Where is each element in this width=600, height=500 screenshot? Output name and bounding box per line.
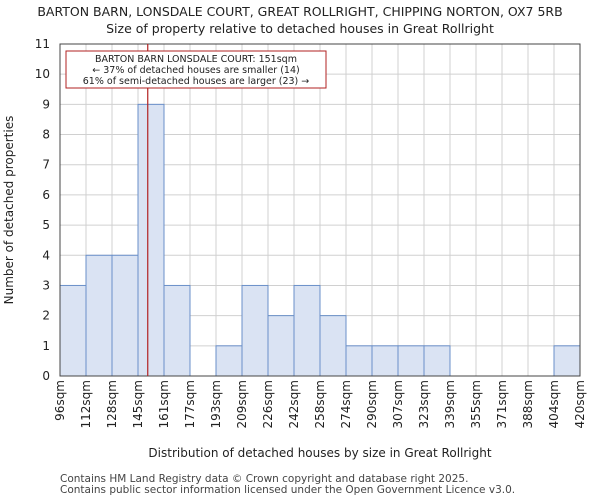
x-tick-label: 388sqm: [521, 380, 535, 428]
x-tick-label: 323sqm: [417, 380, 431, 428]
bar: [553, 345, 581, 377]
property-marker: BARTON BARN LONSDALE COURT: 151sqm← 37% …: [65, 44, 327, 376]
x-tick-label: 209sqm: [235, 380, 249, 428]
bars: [59, 103, 581, 377]
bar: [111, 254, 139, 377]
x-tick-label: 177sqm: [183, 380, 197, 428]
x-tick-label: 404sqm: [547, 380, 561, 428]
chart-subtitle: Size of property relative to detached ho…: [106, 21, 494, 36]
x-tick-label: 339sqm: [443, 380, 457, 428]
x-tick-label: 226sqm: [261, 380, 275, 428]
bar: [163, 284, 191, 377]
x-tick-label: 355sqm: [469, 380, 483, 428]
bar: [293, 284, 321, 377]
x-tick-label: 274sqm: [339, 380, 353, 428]
annotation-box: [65, 50, 327, 89]
y-tick-label: 6: [42, 188, 50, 202]
x-tick-label: 112sqm: [79, 380, 93, 428]
y-tick-label: 0: [42, 369, 50, 383]
x-tick-label: 242sqm: [287, 380, 301, 428]
x-tick-label: 193sqm: [209, 380, 223, 428]
x-tick-label: 161sqm: [157, 380, 171, 428]
y-tick-label: 2: [42, 309, 50, 323]
x-tick-label: 145sqm: [131, 380, 145, 428]
y-tick-label: 3: [42, 278, 50, 292]
y-tick-label: 11: [35, 37, 50, 51]
x-axis-label: Distribution of detached houses by size …: [148, 446, 491, 460]
y-tick-label: 10: [35, 67, 50, 81]
bar: [267, 315, 295, 377]
bar: [241, 284, 269, 377]
y-axis-label: Number of detached properties: [2, 116, 16, 305]
y-tick-label: 1: [42, 339, 50, 353]
x-tick-label: 420sqm: [573, 380, 587, 428]
y-tick-label: 7: [42, 158, 50, 172]
x-tick-label: 290sqm: [365, 380, 379, 428]
y-tick-label: 9: [42, 97, 50, 111]
bar: [85, 254, 113, 377]
x-tick-label: 371sqm: [495, 380, 509, 428]
bar: [345, 345, 373, 377]
y-tick-label: 4: [42, 248, 50, 262]
chart-title: BARTON BARN, LONSDALE COURT, GREAT ROLLR…: [37, 4, 563, 19]
bar: [319, 315, 347, 377]
x-tick-label: 128sqm: [105, 380, 119, 428]
plot-frame: [59, 43, 581, 377]
footer-line-2: Contains public sector information licen…: [60, 484, 516, 496]
y-tick-label: 5: [42, 218, 50, 232]
footer-line-1: Contains HM Land Registry data © Crown c…: [60, 473, 469, 485]
x-tick-label: 258sqm: [313, 380, 327, 428]
bar: [59, 284, 87, 377]
bar: [423, 345, 451, 377]
bar: [397, 345, 425, 377]
annotation-line: BARTON BARN LONSDALE COURT: 151sqm: [95, 54, 297, 65]
bar: [371, 345, 399, 377]
y-tick-label: 8: [42, 128, 50, 142]
annotation-line: 61% of semi-detached houses are larger (…: [83, 76, 310, 87]
x-tick-label: 307sqm: [391, 380, 405, 428]
bar: [215, 345, 243, 377]
x-tick-label: 96sqm: [53, 380, 67, 421]
annotation-line: ← 37% of detached houses are smaller (14…: [92, 65, 299, 76]
axes: 0 1 2 3 4 5 6 7 8 9 10 11 96sqm 112sqm 128sqm 145sqm 161…: [35, 37, 587, 428]
bar: [137, 103, 165, 377]
